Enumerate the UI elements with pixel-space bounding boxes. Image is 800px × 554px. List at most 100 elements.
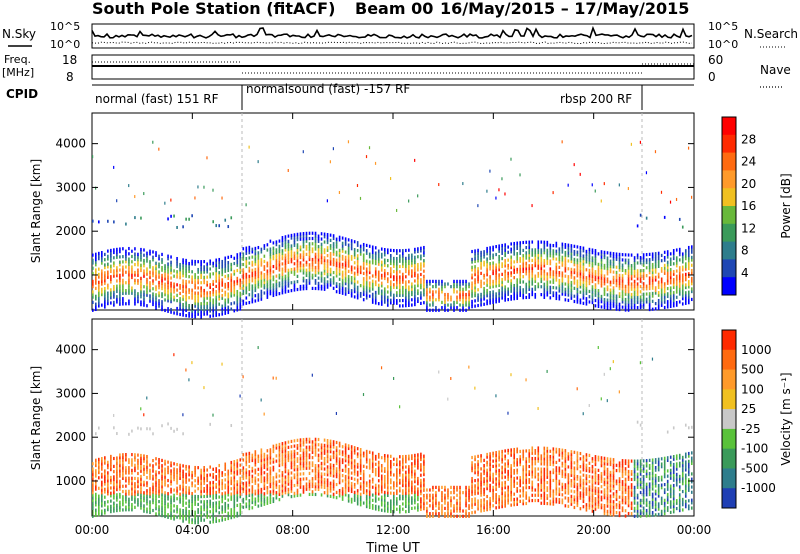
data-cell <box>399 285 401 290</box>
data-cell <box>365 275 368 279</box>
data-cell <box>146 454 148 459</box>
data-cell <box>359 500 362 504</box>
data-cell <box>341 460 344 465</box>
data-cell <box>182 432 184 436</box>
data-cell <box>140 295 142 299</box>
data-cell <box>636 269 639 273</box>
data-cell <box>206 291 208 295</box>
data-cell <box>585 276 588 280</box>
data-cell <box>636 274 639 278</box>
data-cell <box>317 469 320 473</box>
data-cell <box>666 292 669 296</box>
data-cell <box>365 272 368 276</box>
data-cell <box>254 463 257 467</box>
data-cell <box>341 275 344 280</box>
data-cell <box>170 461 172 465</box>
data-cell <box>399 304 401 308</box>
data-cell <box>92 477 94 482</box>
data-cell <box>651 257 654 261</box>
data-cell <box>396 264 398 269</box>
data-cell <box>137 273 139 277</box>
data-cell <box>275 285 278 289</box>
data-cell <box>356 502 359 506</box>
data-cell <box>188 290 190 295</box>
data-cell <box>155 507 157 511</box>
data-cell <box>185 509 187 513</box>
data-cell <box>609 283 612 287</box>
data-cell <box>531 269 534 273</box>
data-cell <box>600 255 603 259</box>
data-cell <box>338 290 341 295</box>
data-cell <box>254 249 257 253</box>
data-cell <box>122 265 124 269</box>
data-cell <box>209 275 211 279</box>
data-cell <box>350 270 353 274</box>
data-cell <box>200 312 202 316</box>
data-cell <box>365 285 368 290</box>
data-cell <box>420 246 422 250</box>
data-cell <box>444 298 446 302</box>
data-cell <box>266 475 269 479</box>
data-cell <box>95 297 97 301</box>
data-cell <box>411 285 413 289</box>
data-cell <box>471 305 473 309</box>
data-cell <box>191 288 193 292</box>
data-cell <box>155 306 157 310</box>
data-cell <box>122 268 124 272</box>
data-cell <box>167 262 169 266</box>
data-cell <box>621 266 624 270</box>
data-cell <box>251 292 254 296</box>
data-cell <box>281 494 284 498</box>
data-cell <box>543 261 546 265</box>
data-cell <box>525 261 528 265</box>
data-cell <box>335 290 338 294</box>
data-cell <box>672 249 675 253</box>
data-cell <box>651 268 654 272</box>
data-cell <box>107 302 109 306</box>
data-cell <box>161 511 163 515</box>
data-cell <box>353 248 356 252</box>
data-cell <box>143 470 145 474</box>
data-cell <box>329 439 332 443</box>
data-cell <box>122 461 124 465</box>
data-cell <box>603 300 606 304</box>
data-cell <box>215 509 218 513</box>
data-cell <box>642 292 645 296</box>
data-cell <box>657 262 660 266</box>
data-cell <box>284 285 287 289</box>
data-cell <box>206 265 208 269</box>
data-cell <box>341 445 344 449</box>
data-cell <box>203 299 205 303</box>
data-cell <box>323 451 326 455</box>
data-cell <box>212 308 214 313</box>
data-cell <box>194 299 196 303</box>
data-cell <box>119 281 121 285</box>
data-cell <box>239 502 242 507</box>
data-cell <box>92 258 94 262</box>
data-cell <box>356 285 359 289</box>
data-cell <box>302 232 305 236</box>
data-cell <box>356 491 359 495</box>
data-cell <box>131 268 133 272</box>
data-cell <box>242 299 245 303</box>
data-cell <box>522 261 525 266</box>
data-cell <box>317 287 320 291</box>
data-cell <box>368 490 371 494</box>
data-cell <box>492 285 494 289</box>
data-cell <box>158 294 160 298</box>
data-cell <box>212 306 214 310</box>
data-cell <box>140 255 142 259</box>
data-cell <box>164 293 166 297</box>
data-cell <box>672 296 675 300</box>
data-cell <box>368 255 371 259</box>
data-cell <box>684 254 687 258</box>
data-cell <box>107 262 109 266</box>
data-cell <box>167 492 169 496</box>
data-cell <box>170 490 172 494</box>
data-cell <box>308 255 311 259</box>
data-cell <box>269 281 272 285</box>
data-cell <box>122 255 124 259</box>
data-cell <box>465 298 467 302</box>
data-cell <box>447 282 449 286</box>
data-cell <box>329 262 332 266</box>
